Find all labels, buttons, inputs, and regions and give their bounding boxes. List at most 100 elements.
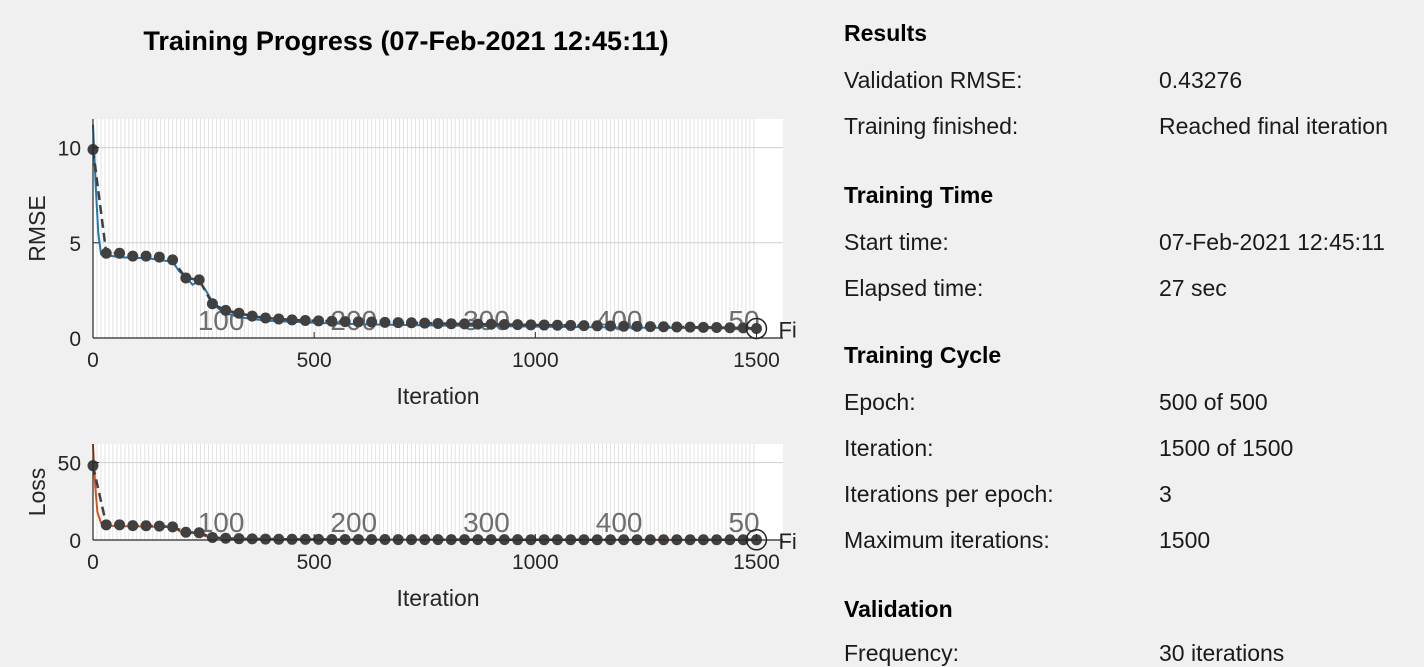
rmse-x-tick-label: 0 bbox=[87, 349, 99, 372]
value-maximum-iterations: 1500 bbox=[1159, 527, 1211, 553]
loss-y-tick-label: 0 bbox=[69, 530, 81, 553]
rmse-validation-point bbox=[366, 316, 378, 328]
loss-validation-point bbox=[299, 533, 311, 545]
rmse-validation-point bbox=[697, 321, 709, 333]
rmse-validation-point bbox=[432, 318, 444, 330]
rmse-validation-point bbox=[140, 250, 152, 262]
rmse-validation-point bbox=[498, 318, 510, 330]
rmse-validation-point bbox=[193, 274, 205, 286]
label-epoch: Epoch: bbox=[844, 389, 916, 415]
loss-validation-point bbox=[180, 526, 192, 538]
rmse-validation-point bbox=[299, 314, 311, 326]
value-iterations-per-epoch: 3 bbox=[1159, 481, 1172, 507]
label-iterations-per-epoch: Iterations per epoch: bbox=[844, 481, 1054, 507]
loss-validation-point bbox=[153, 520, 165, 532]
label-validation-rmse: Validation RMSE: bbox=[844, 67, 1023, 93]
rmse-validation-point bbox=[220, 304, 232, 316]
rmse-validation-point bbox=[114, 247, 126, 259]
rmse-validation-point bbox=[100, 247, 112, 259]
section-title-validation: Validation bbox=[844, 596, 953, 622]
rmse-validation-point bbox=[313, 315, 325, 327]
rmse-final-label: Fi bbox=[778, 317, 796, 342]
rmse-validation-point bbox=[724, 322, 736, 334]
value-elapsed-time: 27 sec bbox=[1159, 275, 1227, 301]
rmse-x-tick-label: 1500 bbox=[733, 349, 780, 372]
value-start-time: 07-Feb-2021 12:45:11 bbox=[1159, 229, 1385, 255]
rmse-validation-point bbox=[711, 322, 723, 334]
rmse-validation-point bbox=[206, 298, 218, 310]
loss-validation-point bbox=[114, 519, 126, 531]
rmse-validation-point bbox=[459, 318, 471, 330]
label-training-finished: Training finished: bbox=[844, 113, 1019, 139]
rmse-validation-point bbox=[167, 254, 179, 266]
label-iteration: Iteration: bbox=[844, 435, 934, 461]
label-start-time: Start time: bbox=[844, 229, 949, 255]
rmse-validation-point bbox=[658, 321, 670, 333]
rmse-validation-point bbox=[618, 320, 630, 332]
rmse-validation-point bbox=[180, 272, 192, 284]
loss-y-tick-label: 50 bbox=[58, 453, 81, 476]
rmse-validation-point bbox=[286, 314, 298, 326]
rmse-validation-point bbox=[153, 251, 165, 263]
loss-validation-point bbox=[100, 519, 112, 531]
rmse-validation-point bbox=[379, 316, 391, 328]
training-info-panel: Results Validation RMSE: 0.43276 Trainin… bbox=[844, 0, 1424, 666]
rmse-validation-point bbox=[578, 320, 590, 332]
rmse-validation-point bbox=[445, 318, 457, 330]
loss-x-tick-label: 1000 bbox=[512, 551, 559, 574]
loss-validation-point bbox=[193, 527, 205, 539]
value-validation-rmse: 0.43276 bbox=[1159, 67, 1243, 93]
rmse-validation-point bbox=[472, 318, 484, 330]
loss-epoch-label: 400 bbox=[596, 507, 643, 538]
loss-x-tick-label: 1500 bbox=[733, 551, 780, 574]
rmse-validation-point bbox=[260, 312, 271, 324]
rmse-validation-point bbox=[644, 321, 656, 333]
loss-validation-point bbox=[127, 520, 139, 532]
rmse-validation-point bbox=[591, 320, 603, 332]
section-title-training-time: Training Time bbox=[844, 182, 994, 208]
rmse-validation-point bbox=[273, 313, 285, 325]
rmse-validation-point bbox=[631, 320, 643, 332]
rmse-validation-point bbox=[246, 310, 258, 322]
value-iteration: 1500 of 1500 bbox=[1159, 435, 1294, 461]
loss-validation-point bbox=[233, 533, 245, 545]
loss-epoch-label: 100 bbox=[198, 507, 245, 538]
rmse-validation-point bbox=[684, 321, 696, 333]
loss-final-label: Fi bbox=[778, 529, 796, 554]
label-elapsed-time: Elapsed time: bbox=[844, 275, 984, 301]
training-progress-title: Training Progress (07-Feb-2021 12:45:11) bbox=[143, 26, 669, 56]
rmse-validation-point bbox=[233, 307, 245, 319]
loss-validation-point bbox=[273, 533, 285, 545]
rmse-validation-point bbox=[525, 319, 537, 331]
loss-y-axis-label: Loss bbox=[24, 468, 50, 517]
rmse-validation-point bbox=[538, 319, 550, 331]
section-title-training-cycle: Training Cycle bbox=[844, 342, 1002, 368]
training-plots: 10020030040050Fi0510050010001500Iteratio… bbox=[24, 119, 797, 611]
rmse-y-tick-label: 5 bbox=[69, 233, 81, 256]
rmse-validation-point bbox=[671, 321, 683, 333]
rmse-validation-point bbox=[512, 319, 524, 331]
rmse-validation-point bbox=[485, 318, 497, 330]
rmse-validation-point bbox=[419, 317, 431, 329]
loss-epoch-label: 50 bbox=[728, 507, 759, 538]
rmse-validation-point bbox=[352, 316, 364, 328]
rmse-x-tick-label: 500 bbox=[297, 349, 332, 372]
loss-validation-point bbox=[206, 532, 218, 544]
label-maximum-iterations: Maximum iterations: bbox=[844, 527, 1050, 553]
rmse-y-tick-label: 0 bbox=[69, 328, 81, 351]
rmse-validation-point bbox=[605, 320, 616, 332]
rmse-validation-point bbox=[750, 322, 762, 334]
loss-validation-point bbox=[220, 532, 232, 544]
rmse-validation-point bbox=[392, 317, 404, 329]
rmse-y-tick-label: 10 bbox=[58, 138, 81, 161]
loss-validation-point bbox=[260, 533, 271, 545]
rmse-epoch-shading bbox=[92, 119, 755, 338]
section-title-results: Results bbox=[844, 20, 928, 46]
rmse-validation-point bbox=[127, 250, 139, 262]
loss-x-tick-label: 0 bbox=[87, 551, 99, 574]
loss-validation-point bbox=[140, 520, 152, 532]
value-epoch: 500 of 500 bbox=[1159, 389, 1268, 415]
loss-epoch-label: 200 bbox=[330, 507, 377, 538]
rmse-x-tick-label: 1000 bbox=[512, 349, 559, 372]
